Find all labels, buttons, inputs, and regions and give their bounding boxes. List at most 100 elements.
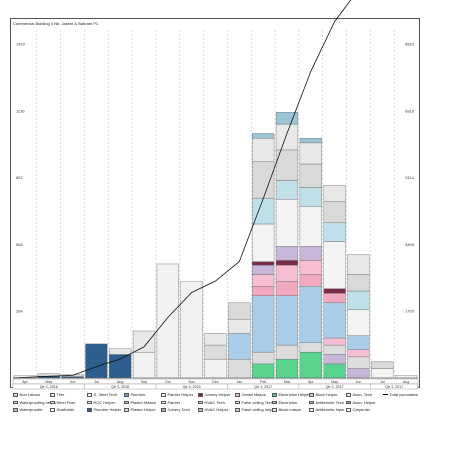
bar-segment	[371, 368, 394, 379]
legend-item: Joinery Helper	[198, 392, 230, 397]
bar-segment	[275, 246, 299, 261]
bar-segment	[323, 344, 346, 355]
bar-segment	[252, 161, 275, 199]
bar-segment	[299, 142, 322, 165]
legend-label: Steel Fixer	[56, 399, 76, 405]
bar-segment	[228, 358, 251, 379]
month-label: Jul	[380, 380, 385, 384]
legend-swatch	[309, 393, 314, 397]
bar-segment	[252, 197, 275, 225]
y-left-tick-label: 1420	[16, 42, 26, 47]
legend-swatch	[87, 400, 92, 405]
legend-item: Block mason	[272, 407, 301, 412]
bar-segment	[347, 356, 370, 369]
legend-swatch	[161, 408, 166, 412]
legend-item: S. Steel Tech	[87, 392, 117, 397]
bar-segment	[347, 274, 370, 292]
bar-segment	[347, 290, 370, 311]
legend-swatch	[124, 393, 129, 397]
legend-label: Alum. Tech	[352, 392, 373, 397]
legend-item: Gensil Mason	[235, 392, 266, 397]
legend-item: RCC Helper	[87, 400, 115, 405]
legend-label: Plaster Helper	[130, 407, 156, 412]
bar-segment	[204, 344, 227, 360]
legend-label: Waterproofing helper	[19, 399, 57, 405]
bar-segment	[252, 133, 275, 139]
cumulative-line	[12, 0, 352, 379]
legend-item: Joinery Tech	[161, 407, 190, 412]
bar-segment	[323, 293, 346, 303]
bar-segment	[252, 137, 275, 162]
y-right-tick-label: 8523	[405, 41, 415, 46]
legend-item: False ceiling helper	[235, 407, 276, 412]
y-left-tick-label: 1136	[16, 108, 25, 113]
bar-segment	[252, 264, 275, 275]
bar-segment	[275, 281, 299, 296]
month-label: May	[45, 380, 52, 384]
bar-segment	[347, 349, 370, 358]
bar-segment	[156, 263, 179, 379]
legend-swatch	[198, 393, 203, 397]
legend-swatch	[272, 400, 277, 405]
y-right-tick-label: 1705	[405, 309, 415, 314]
legend-label: Block helper	[315, 392, 338, 397]
bar-segment	[204, 358, 227, 379]
legend-item: Antitermite Tech	[309, 400, 344, 405]
bar-segment	[275, 199, 299, 247]
y-left-tick-label: 568	[16, 242, 23, 247]
legend-swatch	[50, 393, 55, 397]
bar-segment	[85, 343, 108, 379]
legend-swatch	[198, 408, 203, 412]
legend-label: S. Steel Tech	[93, 392, 118, 397]
bar-segment	[323, 222, 346, 242]
legend-label: Electrician	[278, 399, 297, 405]
legend-label: Painter	[167, 399, 181, 405]
bar-segment	[275, 123, 299, 151]
legend-item: HVAC Helper	[198, 407, 228, 412]
y-right-tick-label: 6818	[405, 108, 415, 113]
legend-item: Alum. Tech	[346, 392, 372, 397]
legend-swatch	[272, 408, 277, 412]
legend-swatch	[346, 393, 351, 397]
quarter-label: Qtr 4, 2016	[183, 385, 201, 389]
month-label: May	[331, 380, 338, 384]
legend-swatch	[235, 400, 240, 405]
bar-segment	[132, 351, 156, 379]
bar-segment	[323, 337, 346, 346]
legend-label: Joinery Helper	[204, 392, 231, 397]
legend-label: Gensil Mason	[241, 392, 266, 397]
legend-swatch	[13, 393, 18, 397]
month-label: Apr	[22, 380, 28, 384]
legend-swatch	[161, 400, 166, 405]
legend-swatch	[50, 408, 55, 412]
legend-swatch	[272, 393, 277, 397]
legend-swatch	[124, 408, 129, 412]
legend-swatch	[309, 408, 314, 412]
bar-segment	[299, 137, 322, 144]
bar-segment	[299, 206, 322, 247]
bar-segment	[347, 368, 370, 379]
legend-swatch	[161, 393, 166, 397]
bar-segment	[371, 361, 394, 369]
bar-segment	[180, 281, 203, 379]
legend-label: Tiler	[56, 392, 65, 397]
bar-segment	[252, 286, 275, 296]
bar-segment	[299, 246, 322, 261]
legend-label: Total cumulative	[389, 392, 419, 397]
legend-swatch	[87, 408, 92, 412]
bar-segment	[252, 351, 275, 365]
month-label: Apr	[308, 380, 314, 384]
bar-segment	[299, 163, 322, 188]
legend-label: Plaster Mason	[130, 399, 157, 405]
month-label: Mar	[284, 380, 291, 384]
bar-segment	[323, 302, 346, 339]
month-label: Aug	[403, 380, 409, 384]
month-label: Dec	[212, 380, 219, 384]
bar-segment	[275, 295, 299, 346]
quarter-label: Qtr 2, 2017	[326, 385, 344, 389]
chart-title: Commercial Building 4 Nb, Jasem & Bahram…	[13, 21, 99, 26]
axis-layer: 284 568 852 1136 1420 1705 3409 5114 6818 8523 Apr…	[12, 41, 419, 390]
month-label: Nov	[188, 380, 195, 384]
legend-item: HVAC Tech	[198, 400, 225, 405]
